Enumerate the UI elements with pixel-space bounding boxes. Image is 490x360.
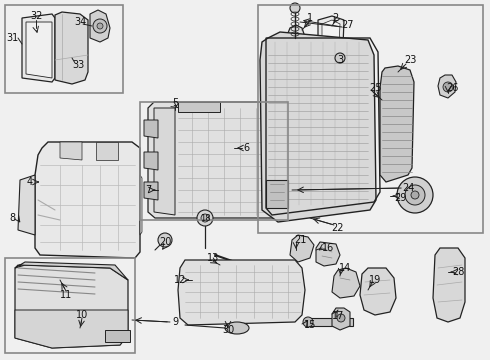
Text: 8: 8	[9, 213, 15, 223]
Circle shape	[93, 19, 107, 33]
Polygon shape	[15, 310, 128, 348]
Polygon shape	[144, 182, 158, 200]
Text: 1: 1	[307, 13, 313, 23]
Text: 17: 17	[332, 311, 344, 321]
Text: 29: 29	[394, 193, 406, 203]
Polygon shape	[96, 142, 118, 160]
Text: 27: 27	[342, 20, 354, 30]
Polygon shape	[318, 16, 344, 76]
Polygon shape	[433, 248, 465, 322]
Text: 7: 7	[145, 185, 151, 195]
Text: 18: 18	[200, 213, 210, 222]
Circle shape	[443, 82, 453, 92]
Circle shape	[158, 233, 172, 247]
Polygon shape	[322, 20, 340, 70]
Text: 14: 14	[339, 263, 351, 273]
Text: 19: 19	[369, 275, 381, 285]
Text: 15: 15	[304, 320, 316, 330]
Polygon shape	[380, 66, 414, 182]
Bar	[266, 180, 288, 208]
Text: 2: 2	[332, 13, 338, 23]
Text: 11: 11	[60, 290, 72, 300]
Text: 31: 31	[6, 33, 18, 43]
Text: 9: 9	[172, 317, 178, 327]
Text: 5: 5	[172, 98, 178, 108]
Text: 28: 28	[452, 267, 464, 277]
Polygon shape	[144, 120, 158, 138]
Text: 26: 26	[446, 83, 458, 93]
Polygon shape	[286, 25, 306, 72]
Text: 12: 12	[174, 275, 186, 285]
Polygon shape	[26, 22, 52, 78]
Bar	[308, 318, 353, 326]
Bar	[5, 5, 123, 93]
Text: 22: 22	[332, 223, 344, 233]
Text: 3: 3	[337, 55, 343, 65]
Text: 24: 24	[402, 183, 414, 193]
Polygon shape	[290, 235, 314, 262]
Polygon shape	[360, 268, 396, 315]
Bar	[5, 258, 135, 353]
Text: 33: 33	[72, 60, 84, 70]
Circle shape	[335, 53, 345, 63]
Circle shape	[290, 3, 300, 13]
Text: 16: 16	[322, 243, 334, 253]
Polygon shape	[332, 308, 350, 330]
Text: 25: 25	[369, 83, 381, 93]
Polygon shape	[178, 102, 220, 112]
Polygon shape	[144, 152, 158, 170]
Circle shape	[201, 214, 209, 222]
Text: 4: 4	[27, 177, 33, 187]
Bar	[140, 102, 288, 220]
Polygon shape	[15, 262, 128, 280]
Text: 21: 21	[294, 235, 306, 245]
Ellipse shape	[225, 322, 249, 334]
Polygon shape	[60, 142, 82, 160]
Polygon shape	[148, 102, 288, 218]
Polygon shape	[154, 108, 175, 215]
Circle shape	[197, 210, 213, 226]
Text: 6: 6	[243, 143, 249, 153]
Text: 32: 32	[30, 11, 42, 21]
Text: 30: 30	[222, 325, 234, 335]
Text: 34: 34	[74, 17, 86, 27]
Bar	[258, 5, 483, 233]
Polygon shape	[140, 175, 142, 235]
Polygon shape	[15, 265, 128, 348]
Polygon shape	[90, 10, 110, 42]
Polygon shape	[18, 175, 35, 235]
Circle shape	[405, 185, 425, 205]
Polygon shape	[260, 32, 376, 222]
Polygon shape	[22, 14, 55, 82]
Circle shape	[337, 314, 345, 322]
Polygon shape	[178, 260, 305, 325]
Bar	[105, 330, 130, 342]
Text: 23: 23	[404, 55, 416, 65]
Circle shape	[397, 177, 433, 213]
Circle shape	[411, 191, 419, 199]
Polygon shape	[332, 268, 360, 298]
Text: 13: 13	[207, 253, 219, 263]
Text: 20: 20	[159, 237, 171, 247]
Polygon shape	[438, 75, 456, 98]
Polygon shape	[55, 12, 88, 84]
Text: 10: 10	[76, 310, 88, 320]
Circle shape	[97, 23, 103, 29]
Circle shape	[303, 317, 313, 327]
Polygon shape	[35, 142, 140, 258]
Polygon shape	[316, 242, 340, 266]
